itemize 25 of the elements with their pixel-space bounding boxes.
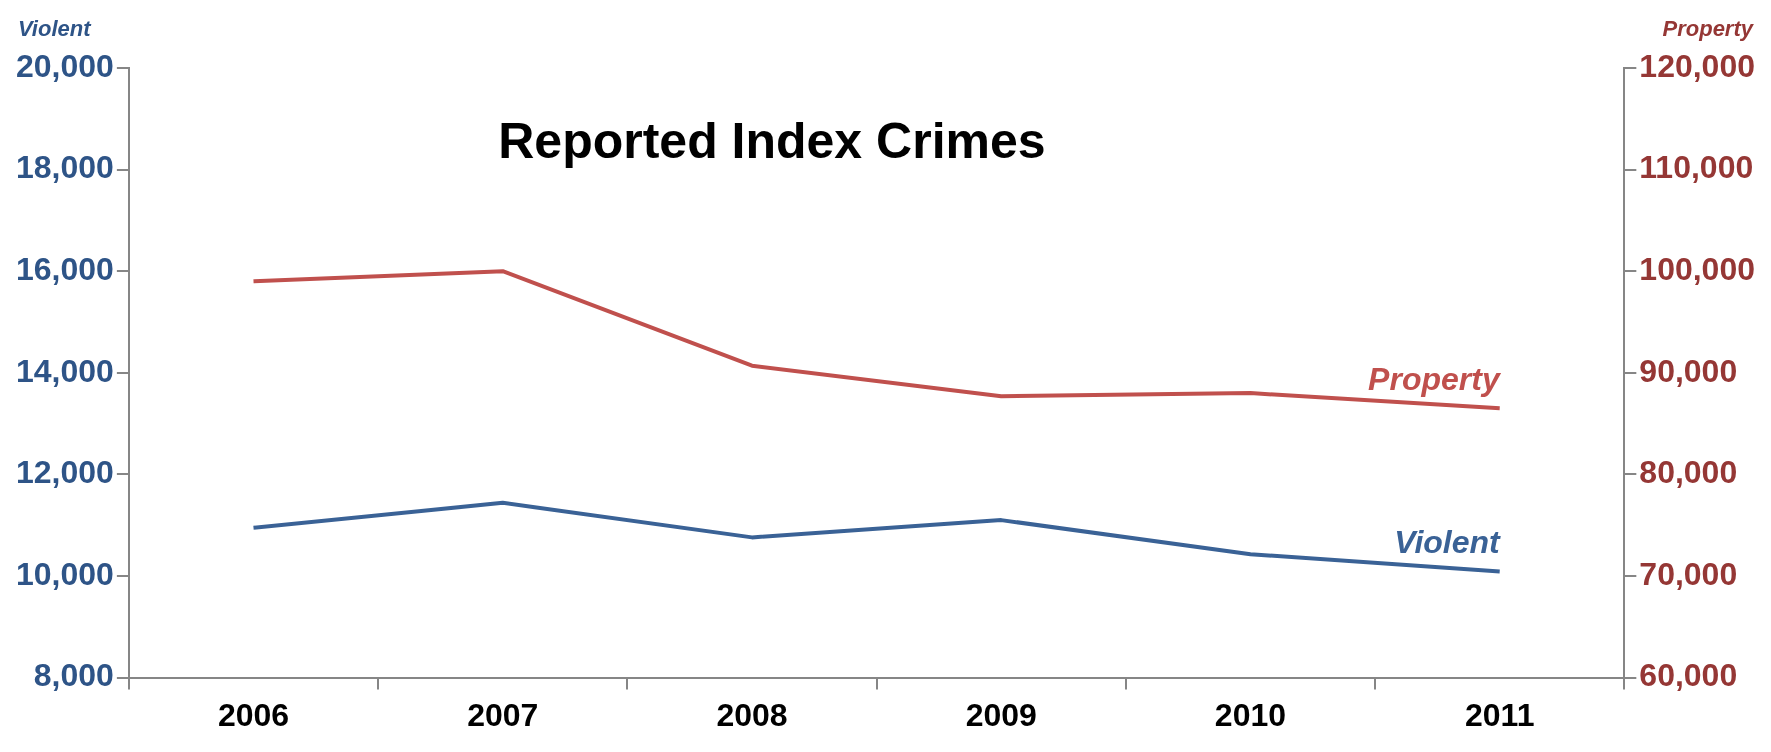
x-tick-label: 2006 (217, 696, 290, 733)
series-label: Property (1368, 361, 1502, 398)
y-tick-label: 16,000 (16, 251, 114, 288)
series-label: Violent (1394, 524, 1502, 561)
y-tick-label: 18,000 (16, 149, 114, 186)
y2-tick-label: 100,000 (1639, 251, 1755, 288)
y2-tick-label: 80,000 (1639, 454, 1738, 491)
x-tick-label: 2009 (965, 696, 1037, 733)
y-axis-title: Violent (18, 16, 93, 41)
y2-tick-label: 110,000 (1639, 149, 1754, 186)
y-tick-label: 12,000 (16, 454, 114, 491)
y2-tick-label: 60,000 (1639, 657, 1738, 694)
text: Reported Index Crimes (498, 113, 1046, 169)
y2-tick-label: 70,000 (1639, 555, 1738, 592)
y-tick-label: 14,000 (16, 352, 114, 389)
x-tick-label: 2008 (716, 696, 788, 733)
y2-axis-title: Property (1662, 16, 1755, 41)
y2-tick-label: 90,000 (1639, 352, 1738, 389)
x-tick-label: 2011 (1465, 696, 1535, 733)
y2-tick-label: 120,000 (1639, 47, 1755, 84)
x-tick-label: 2010 (1214, 696, 1287, 733)
x-tick-label: 2007 (467, 696, 539, 733)
y-tick-label: 10,000 (16, 555, 114, 592)
y-tick-label: 20,000 (16, 47, 114, 84)
y-tick-label: 8,000 (33, 657, 114, 694)
